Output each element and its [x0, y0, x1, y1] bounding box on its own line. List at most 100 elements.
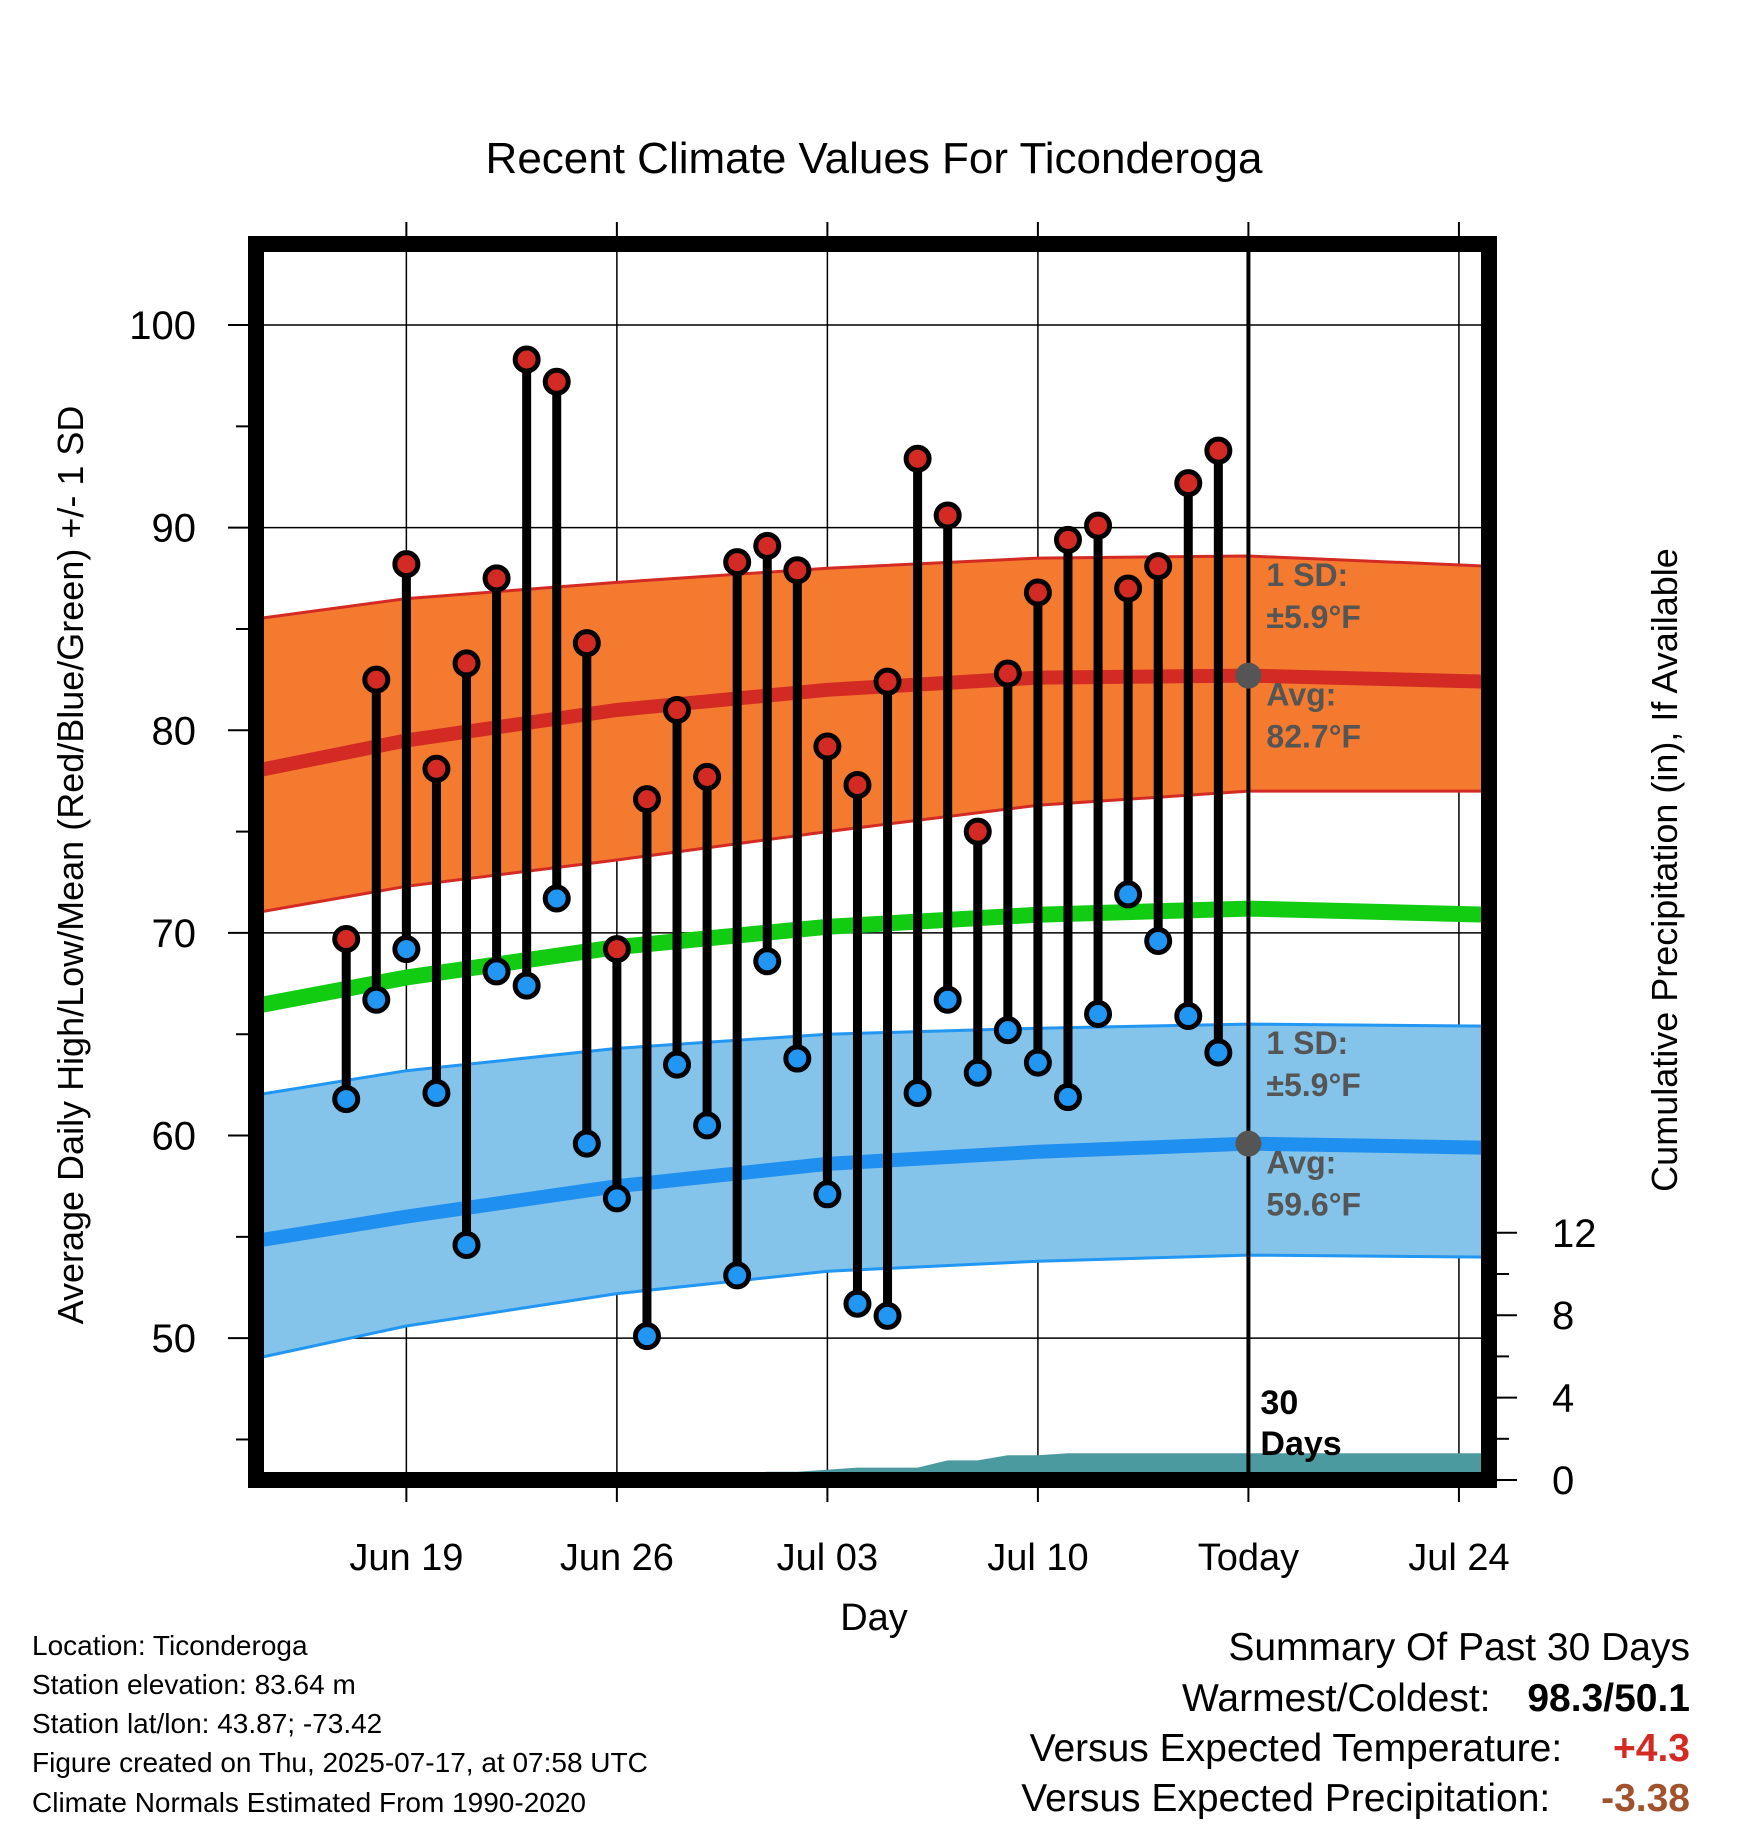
daily-low-point — [422, 1078, 451, 1107]
daily-high-point — [602, 935, 631, 964]
daily-high-point — [422, 754, 451, 783]
daily-high-point — [632, 785, 661, 814]
y-axis-label: Average Daily High/Low/Mean (Red/Blue/Gr… — [50, 406, 91, 1325]
daily-low-point — [813, 1180, 842, 1209]
daily-high-point — [362, 665, 391, 694]
y2-tick-label: 12 — [1552, 1212, 1597, 1256]
summary-precip: Versus Expected Precipitation: -3.38 — [1021, 1779, 1690, 1818]
daily-low-point — [602, 1184, 631, 1213]
daily-high-point — [1174, 469, 1203, 498]
daily-low-point — [903, 1078, 932, 1107]
summary-temp: Versus Expected Temperature: +4.3 — [1030, 1729, 1690, 1768]
summary-precip-value: -3.38 — [1601, 1777, 1690, 1820]
daily-low-point — [542, 884, 571, 913]
plot-frame — [248, 236, 1497, 1488]
summary-warm-cold: Warmest/Coldest: 98.3/50.1 — [1182, 1679, 1690, 1718]
low-avg-annotation: 59.6°F — [1266, 1187, 1361, 1223]
y-tick-label: 60 — [152, 1115, 197, 1159]
daily-low-point — [1053, 1083, 1082, 1112]
summary-precip-label: Versus Expected Precipitation: — [1021, 1777, 1551, 1820]
high-avg-annotation: 82.7°F — [1266, 719, 1361, 755]
daily-low-point — [1174, 1001, 1203, 1030]
info-elevation: Station elevation: 83.64 m — [32, 1669, 356, 1700]
y2-tick-label: 8 — [1552, 1294, 1574, 1338]
daily-high-point — [873, 667, 902, 696]
daily-low-point — [1023, 1048, 1052, 1077]
high-sd-band — [256, 556, 1489, 913]
daily-high-point — [1114, 574, 1143, 603]
daily-low-point — [783, 1044, 812, 1073]
daily-low-point — [963, 1058, 992, 1087]
daily-high-point — [542, 367, 571, 396]
chart-title: Recent Climate Values For Ticonderoga — [486, 134, 1263, 183]
daily-low-point — [512, 971, 541, 1000]
x-tick-label: Jun 26 — [560, 1537, 674, 1579]
low-sd-annotation: 1 SD: — [1266, 1025, 1348, 1061]
today-days-label: Days — [1260, 1425, 1341, 1463]
info-location: Location: Ticonderoga — [32, 1630, 308, 1661]
daily-low-point — [723, 1261, 752, 1290]
y2-tick-label: 4 — [1552, 1377, 1574, 1421]
daily-low-point — [1114, 880, 1143, 909]
today-days-label: 30 — [1260, 1384, 1298, 1422]
info-latlon: Station lat/lon: 43.87; -73.42 — [32, 1708, 383, 1739]
x-tick-label: Jul 24 — [1408, 1537, 1509, 1579]
daily-high-point — [783, 556, 812, 585]
daily-low-point — [1144, 927, 1173, 956]
x-tick-label: Jul 10 — [987, 1537, 1088, 1579]
daily-high-point — [663, 696, 692, 725]
daily-low-point — [873, 1301, 902, 1330]
daily-high-point — [903, 444, 932, 473]
daily-high-point — [963, 817, 992, 846]
y-tick-label: 70 — [152, 912, 197, 956]
daily-high-point — [572, 629, 601, 658]
low-avg-annotation: Avg: — [1266, 1145, 1336, 1181]
daily-high-point — [1023, 578, 1052, 607]
daily-low-point — [482, 957, 511, 986]
summary-warm-cold-value: 98.3/50.1 — [1527, 1677, 1690, 1720]
x-axis-label: Day — [840, 1597, 908, 1639]
daily-low-point — [392, 935, 421, 964]
x-tick-label: Today — [1198, 1537, 1299, 1579]
daily-low-point — [1204, 1038, 1233, 1067]
daily-low-point — [452, 1230, 481, 1259]
high-sd-annotation: 1 SD: — [1266, 557, 1348, 593]
today-normal-low-marker — [1235, 1130, 1262, 1157]
daily-high-point — [482, 564, 511, 593]
daily-low-point — [753, 947, 782, 976]
daily-high-point — [1144, 552, 1173, 581]
high-avg-annotation: Avg: — [1266, 677, 1336, 713]
daily-high-point — [1204, 436, 1233, 465]
daily-high-point — [993, 659, 1022, 688]
y-tick-label: 50 — [152, 1317, 197, 1361]
daily-high-point — [813, 732, 842, 761]
x-tick-label: Jun 19 — [349, 1537, 463, 1579]
info-created: Figure created on Thu, 2025-07-17, at 07… — [32, 1747, 648, 1778]
daily-low-point — [572, 1129, 601, 1158]
daily-low-point — [663, 1050, 692, 1079]
summary-temp-label: Versus Expected Temperature: — [1029, 1727, 1563, 1770]
daily-high-point — [332, 924, 361, 953]
y-tick-label: 80 — [152, 709, 197, 753]
low-sd-annotation: ±5.9°F — [1266, 1067, 1360, 1103]
daily-low-point — [843, 1289, 872, 1318]
daily-high-point — [512, 345, 541, 374]
info-normals: Climate Normals Estimated From 1990-2020 — [32, 1787, 586, 1818]
daily-low-point — [632, 1322, 661, 1351]
daily-high-point — [452, 649, 481, 678]
daily-low-point — [1084, 999, 1113, 1028]
y2-axis-label: Cumulative Precipitation (in), If Availa… — [1644, 548, 1685, 1192]
daily-high-point — [753, 531, 782, 560]
daily-low-point — [332, 1085, 361, 1114]
daily-high-point — [723, 548, 752, 577]
daily-low-point — [362, 985, 391, 1014]
daily-high-point — [1053, 525, 1082, 554]
y-tick-label: 90 — [152, 507, 197, 551]
daily-high-point — [1084, 511, 1113, 540]
x-tick-label: Jul 03 — [777, 1537, 878, 1579]
summary-title: Summary Of Past 30 Days — [1228, 1626, 1690, 1669]
daily-high-point — [933, 501, 962, 530]
today-normal-high-marker — [1235, 662, 1262, 689]
